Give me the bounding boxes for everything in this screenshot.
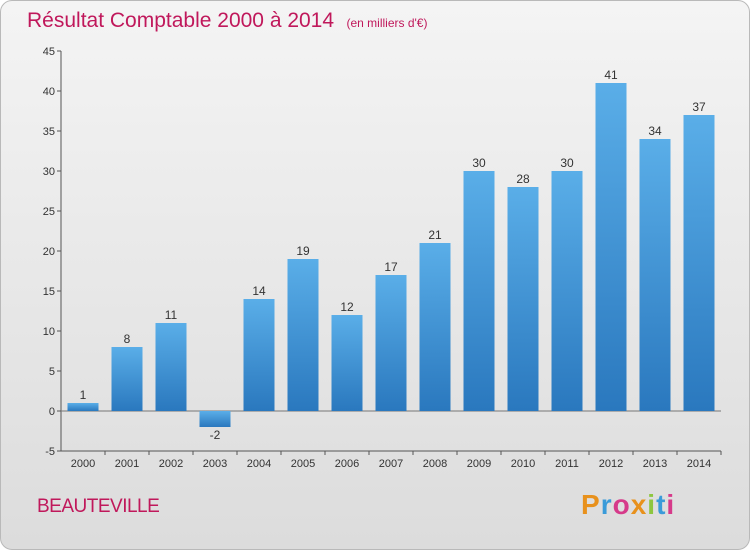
bar-value-label: 11 (165, 308, 178, 322)
y-tick-label: 0 (49, 406, 55, 418)
bar (243, 299, 275, 411)
bar-value-label: 21 (428, 228, 442, 242)
x-tick-label: 2002 (159, 458, 183, 470)
y-tick-label: 30 (43, 166, 55, 178)
chart-title-row: Résultat Comptable 2000 à 2014 (en milli… (27, 9, 427, 33)
x-tick-label: 2001 (115, 458, 139, 470)
bar (463, 171, 495, 411)
x-tick-label: 2003 (203, 458, 227, 470)
x-tick-label: 2004 (247, 458, 271, 470)
logo-letter: i (647, 489, 657, 520)
y-tick-label: 20 (43, 246, 55, 258)
bar-value-label: -2 (210, 428, 221, 442)
bar-value-label: 12 (340, 300, 354, 314)
bar-value-label: 37 (692, 100, 706, 114)
x-tick-label: 2008 (423, 458, 447, 470)
logo-letter: t (656, 489, 667, 520)
bar (639, 139, 671, 411)
bar-value-label: 34 (648, 124, 662, 138)
bar (551, 171, 583, 411)
x-tick-label: 2011 (555, 458, 579, 470)
x-tick-label: 2000 (71, 458, 95, 470)
bar (683, 115, 715, 411)
bar-value-label: 14 (252, 284, 266, 298)
logo-letter: P (581, 489, 601, 520)
commune-name: BEAUTEVILLE (37, 496, 160, 517)
y-tick-label: 10 (43, 326, 55, 338)
y-tick-label: 45 (43, 46, 55, 58)
y-tick-label: 25 (43, 206, 55, 218)
bar-value-label: 17 (384, 260, 398, 274)
chart-title: Résultat Comptable 2000 à 2014 (27, 9, 335, 32)
bar (111, 347, 143, 411)
bar-value-label: 30 (560, 156, 574, 170)
x-tick-label: 2006 (335, 458, 359, 470)
chart-unit: (en milliers d'€) (346, 16, 428, 30)
bar (595, 83, 627, 411)
logo-letter: r (600, 489, 613, 520)
x-tick-label: 2010 (511, 458, 535, 470)
bar (155, 323, 187, 411)
proxiti-logo: Proxiti (581, 489, 675, 521)
logo-letter: i (666, 489, 676, 520)
x-tick-label: 2009 (467, 458, 491, 470)
y-tick-label: 15 (43, 286, 55, 298)
bar (375, 275, 407, 411)
bar (331, 315, 363, 411)
y-tick-label: -5 (45, 446, 55, 458)
bar (199, 411, 231, 427)
logo-letter: x (630, 489, 648, 520)
x-tick-label: 2005 (291, 458, 315, 470)
x-tick-label: 2014 (687, 458, 711, 470)
bar-value-label: 8 (124, 332, 131, 346)
bar-value-label: 19 (296, 244, 310, 258)
bar (419, 243, 451, 411)
bar-value-label: 28 (516, 172, 530, 186)
x-tick-label: 2012 (599, 458, 623, 470)
bar (287, 259, 319, 411)
y-tick-label: 5 (49, 366, 55, 378)
y-tick-label: 40 (43, 86, 55, 98)
y-tick-label: 35 (43, 126, 55, 138)
bar-value-label: 41 (604, 68, 618, 82)
x-tick-label: 2007 (379, 458, 403, 470)
bar (507, 187, 539, 411)
bar (67, 403, 99, 411)
logo-letter: o (612, 489, 631, 520)
bar-value-label: 30 (472, 156, 486, 170)
bar-value-label: 1 (80, 388, 87, 402)
x-tick-label: 2013 (643, 458, 667, 470)
